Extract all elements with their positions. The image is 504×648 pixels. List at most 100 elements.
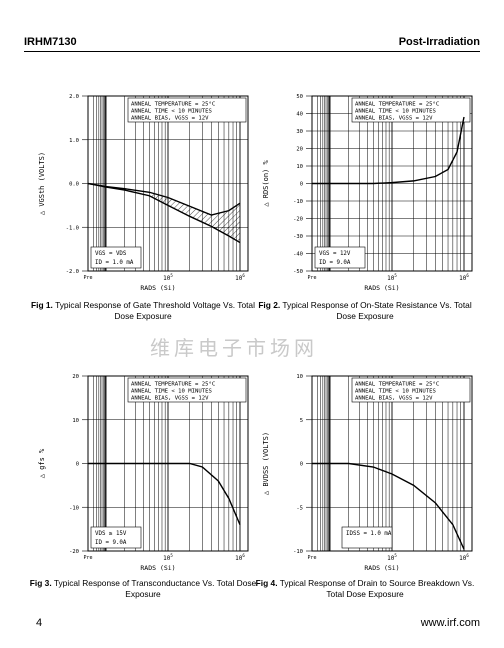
fig3-ylabel: △ gfs % — [38, 448, 46, 478]
fig4-annot-line3: ANNEAL BIAS, VGSS = 12V — [355, 396, 433, 402]
fig1-condition-box: VGS = VDS ID = 1.0 mA — [90, 246, 142, 269]
fig3-annot-line3: ANNEAL BIAS, VGSS = 12V — [131, 396, 209, 402]
fig3-ytick-label: 0 — [76, 462, 79, 468]
fig1-svg: 2.0 1.0 0.0 -1.0 -2.0 Pre 105 106 RADS (Si) ANNEA… — [38, 94, 249, 292]
fig1-ytick-label: 1.0 — [69, 138, 79, 144]
fig3-ytick-label: 10 — [72, 418, 79, 424]
fig4-caption-text: Typical Response of Drain to Source Brea… — [279, 578, 475, 599]
fig1-cond2: ID = 1.0 mA — [95, 260, 134, 266]
fig2-annot-line1: ANNEAL TEMPERATURE = 25°C — [355, 102, 439, 108]
header-rule — [24, 51, 480, 52]
fig3-xtick-1e5: 105 — [163, 553, 173, 562]
fig1-series-0 — [87, 182, 241, 244]
section-title: Post-Irradiation — [398, 36, 480, 48]
fig4-caption: Fig 4. Typical Response of Drain to Sour… — [250, 578, 480, 600]
fig1-annot-line2: ANNEAL TIME < 10 MINUTES — [131, 109, 212, 115]
fig3-svg: 20 10 0 -10 -20 Pre 105 106 RADS (Si) ANNEAL TEMP… — [38, 374, 249, 572]
fig2-ytick-label: -50 — [293, 269, 303, 275]
fig1-series-1 — [87, 182, 241, 216]
watermark-text: 维库电子市场网 — [150, 336, 318, 360]
fig4-xtick-pre: Pre — [307, 555, 316, 561]
fig1-hatch-region — [149, 192, 240, 243]
fig3-chart: 20 10 0 -10 -20 Pre 105 106 RADS (Si) ANNEAL TEMP… — [28, 368, 260, 576]
fig2-ytick-label: -40 — [293, 252, 303, 258]
part-number: IRHM7130 — [24, 36, 77, 48]
fig4-annot-line2: ANNEAL TIME < 10 MINUTES — [355, 389, 436, 395]
fig2-ytick-label: 10 — [296, 164, 303, 170]
fig3-cond1: VDS ≥ 15V — [95, 531, 127, 537]
fig2-ytick-label: 40 — [296, 112, 303, 118]
fig3-ytick-label: -10 — [69, 505, 79, 511]
fig1-xtick-1e6: 106 — [235, 273, 245, 282]
fig3-caption: Fig 3. Typical Response of Transconducta… — [28, 578, 258, 600]
fig4-annot-line1: ANNEAL TEMPERATURE = 25°C — [355, 382, 439, 388]
fig1-ytick-label: -2.0 — [66, 269, 79, 275]
fig1-cond1: VGS = VDS — [95, 251, 127, 257]
fig3-annot-line2: ANNEAL TIME < 10 MINUTES — [131, 389, 212, 395]
fig3-caption-num: Fig 3. — [29, 578, 52, 588]
footer-url: www.irf.com — [420, 617, 480, 629]
fig3-annot-line1: ANNEAL TEMPERATURE = 25°C — [131, 382, 215, 388]
fig3-ytick-label: -20 — [69, 549, 79, 555]
fig2-ytick-label: -20 — [293, 217, 303, 223]
fig4-xtick-1e5: 105 — [387, 553, 397, 562]
fig4-cond1: IDSS = 1.0 mA — [346, 531, 392, 537]
fig2-xtick-1e5: 105 — [387, 273, 397, 282]
fig1-caption-text: Typical Response of Gate Threshold Volta… — [55, 300, 255, 321]
fig2-caption-text: Typical Response of On-State Resistance … — [282, 300, 472, 321]
fig1-annot-line1: ANNEAL TEMPERATURE = 25°C — [131, 102, 215, 108]
fig2-condition-box: VGS = 12V ID = 9.0A — [314, 246, 366, 269]
fig4-series-0 — [312, 462, 465, 550]
fig3-xtick-1e6: 106 — [235, 553, 245, 562]
fig3-xtick-pre: Pre — [83, 555, 92, 561]
fig2-cond1: VGS = 12V — [319, 251, 351, 257]
fig1-caption: Fig 1. Typical Response of Gate Threshol… — [28, 300, 258, 322]
fig3-condition-box: VDS ≥ 15V ID = 9.0A — [90, 526, 142, 549]
fig1-annot-line3: ANNEAL BIAS, VGSS = 12V — [131, 116, 209, 122]
fig4-ytick-label: 5 — [300, 418, 303, 424]
fig4-xtick-1e6: 106 — [459, 553, 469, 562]
fig1-ytick-label: 0.0 — [69, 182, 79, 188]
fig2-annot-line2: ANNEAL TIME < 10 MINUTES — [355, 109, 436, 115]
fig4-condition-box: IDSS = 1.0 mA — [341, 526, 393, 549]
fig4-caption-num: Fig 4. — [255, 578, 278, 588]
fig4-ytick-label: 10 — [296, 374, 303, 380]
fig1-chart: 2.0 1.0 0.0 -1.0 -2.0 Pre 105 106 RADS (Si) ANNEA… — [28, 88, 260, 296]
fig2-xlabel: RADS (Si) — [364, 284, 399, 292]
fig1-xtick-1e5: 105 — [163, 273, 173, 282]
fig2-cond2: ID = 9.0A — [319, 260, 351, 266]
fig2-svg: 50 40 30 20 10 0 -10 -20 -30 -40 -50 Pre 105 106 RADS … — [262, 94, 473, 292]
fig1-ytick-label: -1.0 — [66, 225, 79, 231]
fig2-chart: 50 40 30 20 10 0 -10 -20 -30 -40 -50 Pre 105 106 RADS … — [252, 88, 484, 296]
fig2-ytick-label: 30 — [296, 129, 303, 135]
fig4-chart: 10 5 0 -5 -10 Pre 105 106 RADS (Si) ANNEAL TEMPER… — [252, 368, 484, 576]
fig1-caption-num: Fig 1. — [31, 300, 53, 310]
fig1-ytick-label: 2.0 — [69, 94, 79, 100]
fig1-ylabel: △ VGSth (VOLTS) — [38, 152, 46, 215]
fig3-cond2: ID = 9.0A — [95, 540, 127, 546]
fig1-xtick-pre: Pre — [83, 275, 92, 281]
fig4-ytick-label: -10 — [293, 549, 303, 555]
fig3-ytick-label: 20 — [72, 374, 79, 380]
fig1-xlabel: RADS (Si) — [140, 284, 175, 292]
fig2-ylabel: △ RDS(on) % — [262, 160, 270, 207]
fig2-xtick-pre: Pre — [307, 275, 316, 281]
fig4-ytick-label: -5 — [296, 505, 303, 511]
fig2-ytick-label: 20 — [296, 147, 303, 153]
fig2-ytick-label: -10 — [293, 199, 303, 205]
fig2-series-0 — [312, 116, 465, 185]
fig2-annot-line3: ANNEAL BIAS, VGSS = 12V — [355, 116, 433, 122]
fig4-ytick-label: 0 — [300, 462, 303, 468]
fig2-caption: Fig 2. Typical Response of On-State Resi… — [250, 300, 480, 322]
fig3-xlabel: RADS (Si) — [140, 564, 175, 572]
fig2-xtick-1e6: 106 — [459, 273, 469, 282]
fig2-caption-num: Fig 2. — [258, 300, 281, 310]
fig3-caption-text: Typical Response of Transconductance Vs.… — [53, 578, 257, 599]
fig4-xlabel: RADS (Si) — [364, 564, 399, 572]
fig2-ytick-label: 50 — [296, 94, 303, 100]
